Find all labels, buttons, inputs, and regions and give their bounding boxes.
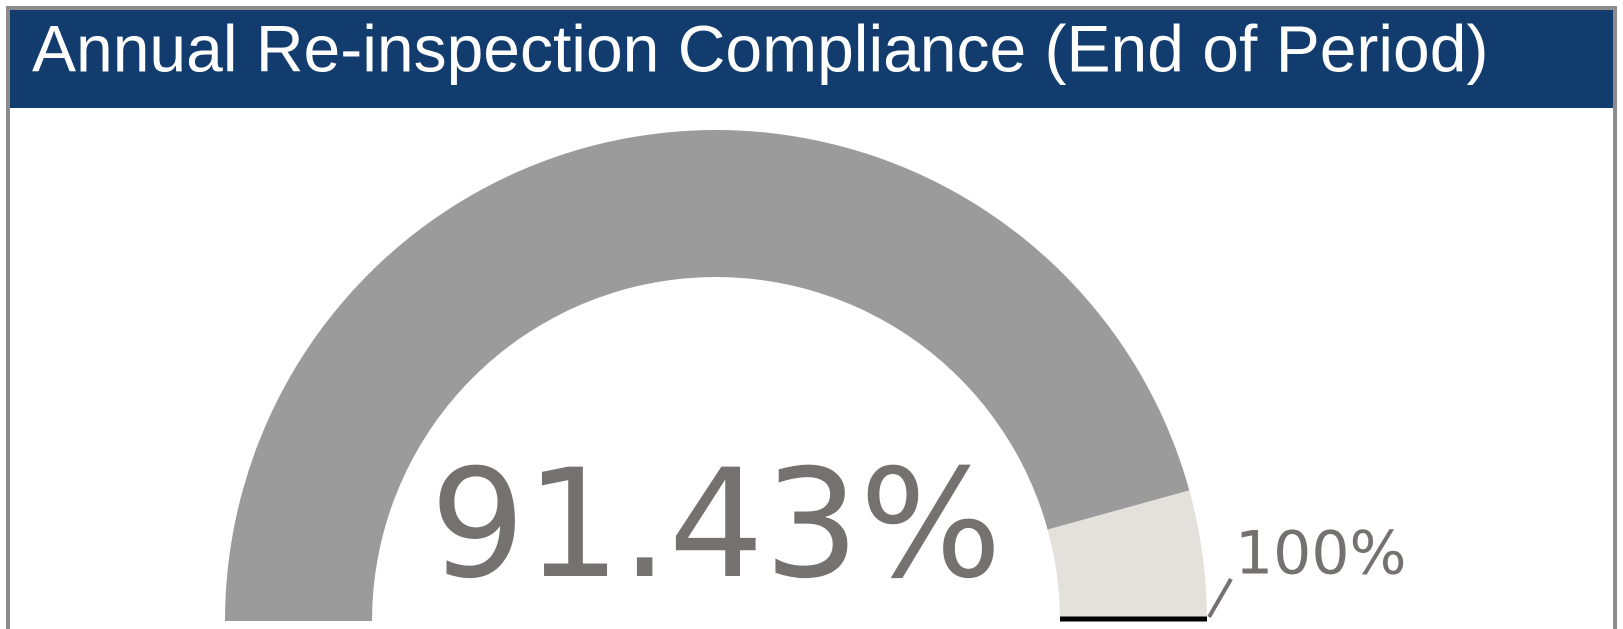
value-label: 91.43% bbox=[430, 438, 1002, 612]
target-leader bbox=[1207, 577, 1233, 619]
gauge-track bbox=[1047, 490, 1207, 621]
gauge-value bbox=[225, 129, 1190, 622]
target-label: 100% bbox=[1235, 519, 1407, 589]
chart-title: Annual Re-inspection Compliance (End of … bbox=[32, 11, 1488, 85]
title-bar bbox=[10, 10, 1613, 108]
